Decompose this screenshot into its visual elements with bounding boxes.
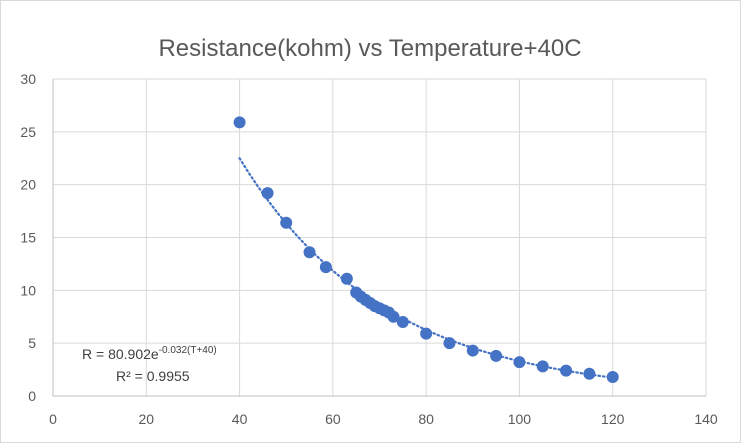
- data-point: [606, 370, 619, 383]
- data-point: [303, 246, 316, 259]
- y-tick-label: 20: [20, 177, 36, 193]
- data-point: [560, 364, 573, 377]
- y-tick-label: 25: [20, 124, 36, 140]
- data-point: [420, 327, 433, 340]
- data-point: [261, 187, 274, 200]
- chart-title: Resistance(kohm) vs Temperature+40C: [158, 35, 581, 62]
- axes: [52, 79, 706, 397]
- data-point: [340, 272, 353, 285]
- data-point: [583, 367, 596, 380]
- trendline-equation: R = 80.902e-0.032(T+40): [82, 345, 217, 362]
- trendline-r-squared: R² = 0.9955: [116, 368, 190, 384]
- data-points: [233, 116, 619, 383]
- x-tick-label: 80: [418, 411, 434, 427]
- y-tick-label: 5: [28, 335, 36, 351]
- data-point: [466, 344, 479, 357]
- x-tick-label: 20: [138, 411, 154, 427]
- x-tick-label: 100: [508, 411, 532, 427]
- data-point: [513, 356, 526, 369]
- data-point: [319, 261, 332, 274]
- data-point: [233, 116, 246, 129]
- data-point: [396, 316, 409, 329]
- y-tick-label: 15: [20, 230, 36, 246]
- x-tick-label: 40: [232, 411, 248, 427]
- data-point: [536, 360, 549, 373]
- data-point: [490, 349, 503, 362]
- gridlines: [53, 78, 707, 396]
- data-point: [280, 216, 293, 229]
- y-tick-label: 0: [28, 388, 36, 404]
- x-tick-label: 120: [601, 411, 625, 427]
- x-tick-label: 0: [49, 411, 57, 427]
- x-tick-label: 140: [694, 411, 718, 427]
- data-point: [443, 337, 456, 350]
- tick-labels: 0 5 10 15 20 25 30 0 20 40 60 80 100 120 140: [20, 71, 717, 427]
- x-tick-label: 60: [325, 411, 341, 427]
- data-point: [387, 310, 400, 323]
- y-tick-label: 10: [20, 282, 36, 298]
- y-tick-label: 30: [20, 71, 36, 87]
- trendline-annotation: R = 80.902e-0.032(T+40) R² = 0.9955: [82, 345, 217, 384]
